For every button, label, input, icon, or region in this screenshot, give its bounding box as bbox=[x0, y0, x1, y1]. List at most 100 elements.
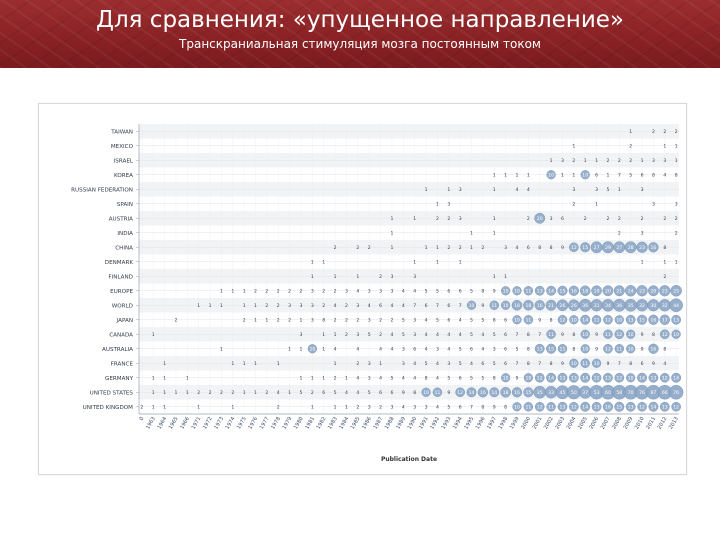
year-label: 1988 bbox=[384, 416, 396, 430]
data-bubble bbox=[648, 343, 659, 354]
data-label: 45 bbox=[560, 390, 566, 396]
data-label: 4 bbox=[390, 346, 393, 352]
data-label: 1 bbox=[186, 390, 189, 396]
data-label: 6 bbox=[425, 303, 428, 309]
data-label: 1 bbox=[618, 187, 621, 193]
data-label: 6 bbox=[504, 332, 507, 338]
data-bubble bbox=[569, 242, 579, 253]
country-label: AUSTRIA bbox=[109, 216, 133, 222]
data-bubble bbox=[512, 286, 522, 296]
data-label: 1 bbox=[436, 245, 439, 251]
year-label: 1973 bbox=[213, 416, 225, 430]
data-label: 5 bbox=[447, 375, 450, 381]
data-label: 4 bbox=[402, 303, 405, 309]
data-label: 2 bbox=[356, 245, 359, 251]
data-label: 1 bbox=[197, 404, 200, 410]
data-label: 32 bbox=[639, 303, 645, 309]
year-label: 1992 bbox=[429, 416, 441, 430]
data-label: 11 bbox=[491, 303, 497, 309]
data-label: 14 bbox=[548, 375, 554, 381]
data-label: 1 bbox=[152, 375, 155, 381]
year-label: 2010 bbox=[634, 416, 646, 430]
data-bubble bbox=[636, 285, 648, 297]
data-label: 4 bbox=[481, 332, 484, 338]
data-label: 12 bbox=[662, 375, 668, 381]
data-label: 2 bbox=[243, 317, 246, 323]
data-bubble bbox=[534, 285, 545, 296]
country-label: INDIA bbox=[117, 231, 133, 237]
data-bubble bbox=[659, 329, 670, 340]
year-label: 2007 bbox=[600, 416, 612, 430]
country-label: FINLAND bbox=[108, 274, 133, 280]
data-label: 1 bbox=[584, 158, 587, 164]
data-label: 44 bbox=[673, 303, 679, 309]
data-label: 2 bbox=[675, 216, 678, 222]
data-bubble bbox=[569, 315, 579, 325]
country-label: EUROPE bbox=[110, 289, 133, 295]
data-label: 1 bbox=[322, 375, 325, 381]
data-label: 14 bbox=[582, 317, 588, 323]
data-label: 28 bbox=[628, 245, 634, 251]
data-label: 2 bbox=[197, 390, 200, 396]
year-label: 1971 bbox=[191, 416, 203, 430]
data-label: 5 bbox=[481, 375, 484, 381]
year-label: 1987 bbox=[373, 416, 385, 430]
year-label: 1984 bbox=[338, 415, 350, 430]
data-bubble bbox=[477, 387, 489, 398]
data-label: 32 bbox=[662, 303, 668, 309]
data-label: 30 bbox=[650, 303, 656, 309]
country-label: MEXICO bbox=[111, 144, 134, 150]
year-label: 1975 bbox=[236, 416, 248, 430]
data-label: 13 bbox=[560, 375, 566, 381]
data-label: 1 bbox=[231, 404, 234, 410]
data-label: 1 bbox=[231, 288, 234, 294]
data-label: 1 bbox=[174, 390, 177, 396]
data-label: 14 bbox=[582, 404, 588, 410]
data-bubble bbox=[659, 372, 670, 383]
data-label: 1 bbox=[413, 216, 416, 222]
data-bubble bbox=[671, 401, 681, 412]
data-label: 3 bbox=[572, 187, 575, 193]
data-bubble bbox=[534, 343, 545, 354]
data-label: 8 bbox=[629, 361, 632, 367]
data-label: 53 bbox=[594, 390, 600, 396]
data-label: 12 bbox=[662, 332, 668, 338]
data-label: 2 bbox=[527, 216, 530, 222]
slide-header: Для сравнения: «упущенное направление» Т… bbox=[0, 0, 720, 68]
data-label: 9 bbox=[481, 303, 484, 309]
data-label: 15 bbox=[639, 317, 645, 323]
data-label: 10 bbox=[514, 317, 520, 323]
year-label: 2008 bbox=[611, 416, 623, 430]
data-label: 1 bbox=[425, 187, 428, 193]
data-label: 1 bbox=[447, 187, 450, 193]
country-label: AUSTRALIA bbox=[102, 347, 133, 353]
data-label: 3 bbox=[447, 201, 450, 207]
data-label: 1 bbox=[254, 361, 257, 367]
data-label: 14 bbox=[491, 390, 497, 396]
data-bubble bbox=[523, 299, 534, 311]
data-label: 3 bbox=[425, 404, 428, 410]
data-bubble bbox=[602, 401, 614, 412]
data-label: 50 bbox=[571, 390, 577, 396]
data-bubble bbox=[534, 212, 546, 224]
data-label: 1 bbox=[311, 259, 314, 265]
data-label: 3 bbox=[402, 346, 405, 352]
data-bubble bbox=[512, 315, 522, 325]
data-label: 9 bbox=[595, 346, 598, 352]
data-label: 1 bbox=[459, 259, 462, 265]
data-label: 70 bbox=[628, 390, 634, 396]
data-label: 7 bbox=[436, 303, 439, 309]
data-label: 16 bbox=[605, 404, 611, 410]
data-bubble bbox=[625, 401, 636, 412]
data-label: 5 bbox=[425, 288, 428, 294]
slide-title: Для сравнения: «упущенное направление» bbox=[95, 7, 624, 33]
data-label: 4 bbox=[447, 332, 450, 338]
data-label: 12 bbox=[560, 317, 566, 323]
data-label: 1 bbox=[243, 390, 246, 396]
data-label: 3 bbox=[390, 274, 393, 280]
data-bubble bbox=[546, 170, 556, 180]
data-label: 26 bbox=[560, 303, 566, 309]
year-label: 1976 bbox=[247, 416, 259, 430]
data-label: 1 bbox=[322, 346, 325, 352]
data-label: 35 bbox=[537, 390, 543, 396]
